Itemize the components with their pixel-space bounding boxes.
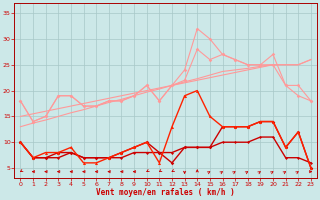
X-axis label: Vent moyen/en rafales ( km/h ): Vent moyen/en rafales ( km/h ) (96, 188, 235, 197)
